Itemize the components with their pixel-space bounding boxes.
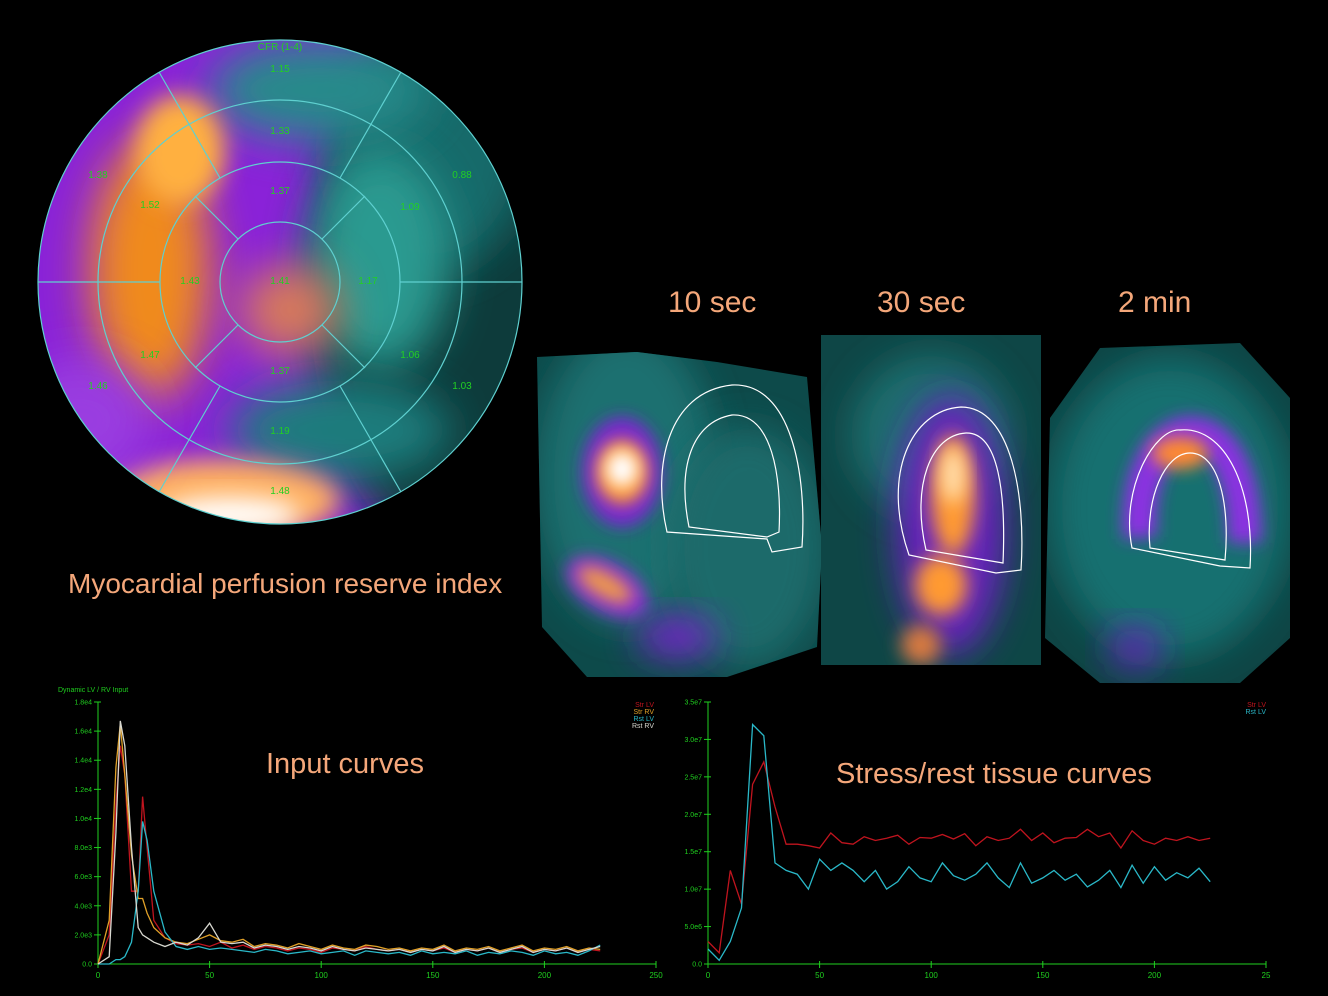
- x-tick-label: 50: [815, 971, 824, 980]
- segment-value: 1.06: [400, 350, 420, 361]
- y-tick-label: 1.8e4: [74, 700, 92, 707]
- x-tick-label: 100: [315, 971, 329, 980]
- y-tick-label: 1.2e4: [74, 787, 92, 794]
- segment-value: 1.09: [400, 202, 420, 213]
- segment-value: 1.46: [88, 381, 108, 392]
- segment-value: 1.33: [270, 126, 290, 137]
- x-tick-label: 150: [426, 971, 440, 980]
- y-tick-label: 2.0e3: [74, 932, 92, 939]
- y-tick-label: 5.0e6: [684, 924, 702, 931]
- y-tick-label: 0.0: [692, 962, 702, 969]
- polar-caption: Myocardial perfusion reserve index: [68, 568, 503, 599]
- legend-entry: Rst LV: [634, 716, 655, 723]
- y-tick-label: 6.0e3: [74, 874, 92, 881]
- series-line-rst-lv: [707, 723, 1211, 962]
- x-tick-label: 0: [96, 971, 101, 980]
- x-tick-label: 200: [1148, 971, 1162, 980]
- legend-entry: Str LV: [1247, 702, 1266, 709]
- y-tick-label: 3.5e7: [684, 700, 702, 707]
- panel-label-10sec: 10 sec: [668, 286, 757, 319]
- pet-image-2min: [1045, 343, 1290, 683]
- polar-map: CFR (1-4) 1.151.331.371.410.881.091.171.…: [37, 39, 523, 525]
- x-tick-label: 150: [1036, 971, 1050, 980]
- lv-contour: [1128, 429, 1252, 569]
- panel-label-2min: 2 min: [1118, 286, 1192, 319]
- legend-entry: Rst LV: [1246, 709, 1267, 716]
- segment-value: 1.43: [180, 276, 200, 287]
- y-tick-label: 1.6e4: [74, 729, 92, 736]
- x-tick-label: 25: [1262, 971, 1271, 980]
- segment-value: 1.41: [270, 276, 290, 287]
- segment-value: 1.52: [140, 200, 160, 211]
- segment-value: 0.88: [452, 170, 472, 181]
- input-curves-caption: Input curves: [266, 748, 424, 780]
- segment-value: 1.03: [452, 381, 472, 392]
- segment-value: 1.47: [140, 350, 160, 361]
- legend-entry: Rst RV: [632, 723, 654, 730]
- series-line-rst-lv: [98, 821, 601, 965]
- pet-image-30sec: [821, 335, 1041, 665]
- y-tick-label: 2.0e7: [684, 812, 702, 819]
- tissue-curves-chart: 0.0 5.0e6 1.0e7 1.5e7 2.0e7 2.5e7 3.0e7 3.5e7 0 5…: [684, 700, 1271, 981]
- y-tick-label: 8.0e3: [74, 845, 92, 852]
- segment-value: 1.37: [270, 366, 290, 377]
- polar-segment-values: 1.15 1.33 1.37 1.41 0.88 1.09 1.17 1.03 1.06 1.19…: [88, 64, 472, 497]
- y-tick-label: 4.0e3: [74, 903, 92, 910]
- y-tick-label: 0.0: [82, 962, 92, 969]
- y-tick-label: 2.5e7: [684, 774, 702, 781]
- segment-value: 1.37: [270, 186, 290, 197]
- panel-label-30sec: 30 sec: [877, 286, 966, 319]
- x-tick-label: 0: [706, 971, 711, 980]
- y-tick-label: 1.5e7: [684, 849, 702, 856]
- tissue-curves-caption: Stress/rest tissue curves: [836, 758, 1152, 790]
- legend-entry: Str RV: [634, 709, 655, 716]
- series-line-rst-rv: [97, 720, 601, 965]
- lv-contour: [661, 384, 804, 553]
- lv-contour: [897, 406, 1023, 574]
- polar-grid: [37, 39, 523, 525]
- y-tick-label: 1.0e7: [684, 887, 702, 894]
- segment-value: 1.38: [88, 170, 108, 181]
- x-tick-label: 200: [538, 971, 552, 980]
- segment-value: 1.15: [270, 64, 290, 75]
- pet-image-10sec: [537, 352, 822, 677]
- segment-value: 1.17: [358, 276, 378, 287]
- y-tick-label: 1.0e4: [74, 816, 92, 823]
- x-tick-label: 250: [649, 971, 663, 980]
- x-tick-label: 50: [205, 971, 214, 980]
- y-tick-label: 1.4e4: [74, 758, 92, 765]
- segment-value: 1.19: [270, 426, 290, 437]
- input-curves-chart: 0.0 2.0e3 4.0e3 6.0e3 8.0e3 1.0e4 1.2e4 1.4e4 1.…: [58, 687, 663, 980]
- chart-title: Dynamic LV / RV Input: [58, 687, 128, 694]
- polar-title: CFR (1-4): [258, 42, 302, 53]
- series-line-str-rv: [97, 723, 601, 965]
- segment-value: 1.48: [270, 486, 290, 497]
- x-tick-label: 100: [925, 971, 939, 980]
- y-tick-label: 3.0e7: [684, 737, 702, 744]
- series-line-str-lv: [707, 760, 1211, 955]
- legend-entry: Str LV: [635, 702, 654, 709]
